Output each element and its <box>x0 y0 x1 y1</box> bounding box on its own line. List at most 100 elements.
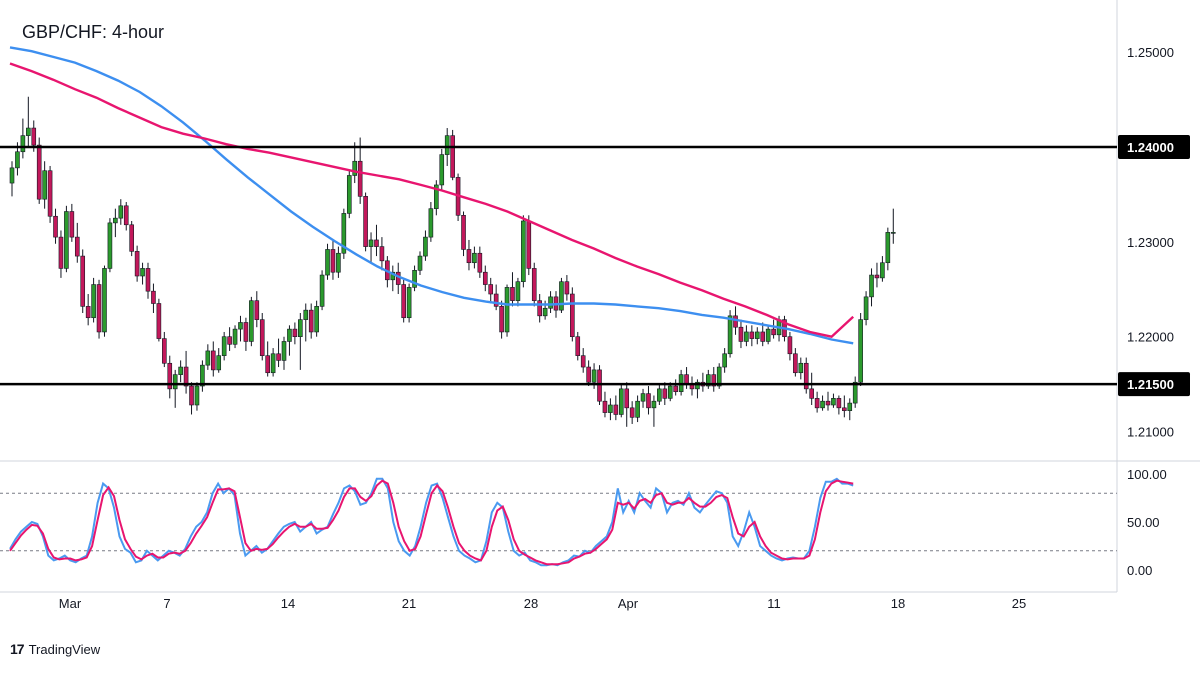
candle <box>9 161 15 197</box>
candle-body <box>651 400 657 409</box>
candle <box>221 331 227 361</box>
candle-body <box>129 224 134 252</box>
candle-body <box>820 400 825 409</box>
candle-body <box>363 196 368 247</box>
candle <box>412 265 417 292</box>
candle <box>74 222 80 263</box>
candle <box>58 230 64 278</box>
candle <box>379 237 385 271</box>
tradingview-brand[interactable]: 17 TradingView <box>10 641 100 657</box>
candle-body <box>123 205 129 226</box>
time-tick-label: 11 <box>767 596 781 611</box>
candle <box>727 310 733 358</box>
candle-body <box>96 284 102 333</box>
candle-body <box>482 271 488 285</box>
candle-body <box>357 160 363 197</box>
candle <box>42 161 47 209</box>
candle-body <box>684 374 689 385</box>
candle <box>238 315 243 342</box>
candle <box>629 401 635 424</box>
candle-body <box>336 252 341 273</box>
candle <box>145 262 151 299</box>
candle <box>858 312 863 387</box>
candle <box>96 279 102 339</box>
candle <box>357 137 363 204</box>
candle <box>183 350 189 394</box>
time-tick-label: 18 <box>891 596 905 611</box>
candle-body <box>564 281 570 295</box>
candle <box>363 192 368 252</box>
candle <box>504 284 510 337</box>
candle <box>684 367 689 389</box>
candle-body <box>744 331 749 342</box>
candle-body <box>140 268 145 277</box>
candle <box>434 180 439 216</box>
candle <box>602 391 608 418</box>
candle <box>874 262 880 288</box>
candle <box>47 165 53 223</box>
candle-body <box>803 362 809 390</box>
candle <box>890 208 896 244</box>
time-tick-label: 21 <box>402 596 416 611</box>
candle <box>749 325 755 347</box>
candle <box>270 348 276 377</box>
candle-body <box>526 220 532 269</box>
candle-body <box>559 281 564 311</box>
stochastic-tick-label: 0.00 <box>1127 563 1152 578</box>
candle <box>287 325 292 356</box>
candle-body <box>695 381 700 390</box>
candle-body <box>515 281 521 301</box>
candle <box>537 294 542 323</box>
candle-body <box>341 213 347 254</box>
candle-body <box>368 239 374 247</box>
candle <box>205 344 211 370</box>
candle-body <box>346 175 352 214</box>
price-tick-label: 1.23000 <box>1127 235 1174 250</box>
candle <box>352 142 358 184</box>
candle <box>836 395 842 415</box>
candle-body <box>15 151 20 169</box>
candle-body <box>885 232 891 264</box>
candle-body <box>232 328 238 345</box>
candle <box>809 372 814 405</box>
candle <box>85 294 91 326</box>
candle-body <box>521 220 526 282</box>
level-label: 1.21500 <box>1127 377 1174 392</box>
candle <box>842 395 847 418</box>
candle <box>673 379 678 396</box>
candle <box>580 348 586 373</box>
candle <box>624 382 630 427</box>
candle-body <box>662 388 668 399</box>
candle-body <box>738 326 744 342</box>
tradingview-name: TradingView <box>28 641 101 657</box>
candle <box>852 376 858 408</box>
candle <box>820 395 825 411</box>
candle-body <box>243 322 249 342</box>
candle <box>151 283 156 313</box>
candle-body <box>47 170 53 217</box>
candle <box>488 277 494 304</box>
candle <box>172 369 178 408</box>
candle <box>657 384 662 405</box>
candle-body <box>303 309 309 320</box>
moving-averages <box>9 46 855 345</box>
candle <box>477 246 483 278</box>
candle-body <box>880 262 885 279</box>
candle-body <box>406 287 412 319</box>
candle <box>281 336 287 370</box>
candle-body <box>749 331 755 339</box>
candle <box>771 319 776 339</box>
candle <box>695 379 700 399</box>
candle <box>618 384 624 418</box>
candle-body <box>673 385 678 393</box>
candle-body <box>374 239 379 247</box>
candle-body <box>156 303 162 339</box>
candle <box>178 360 183 383</box>
candle <box>36 137 42 204</box>
candle-body <box>504 287 510 333</box>
candle-body <box>189 385 194 406</box>
candle <box>428 202 434 242</box>
candle <box>510 272 515 307</box>
time-tick-label: 7 <box>163 596 170 611</box>
